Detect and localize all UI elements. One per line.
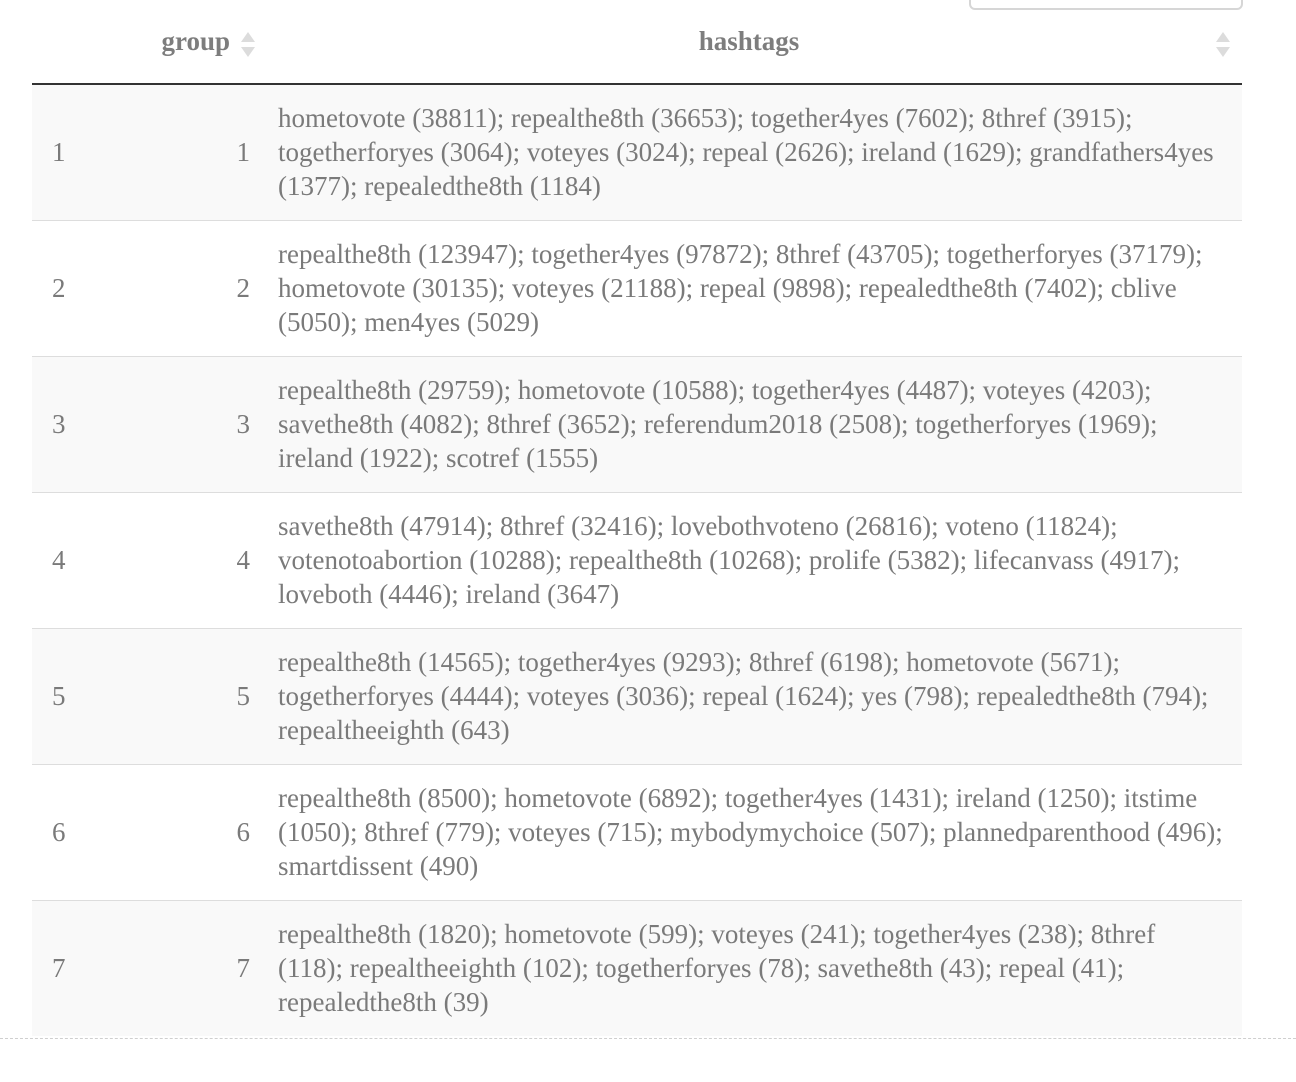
row-index-cell: 7 — [52, 953, 66, 984]
group-cell: 7 — [236, 953, 251, 984]
hashtags-cell: savethe8th (47914); 8thref (32416); love… — [256, 492, 1242, 629]
table-row: 2 2 repealthe8th (123947); together4yes … — [32, 220, 1242, 357]
hashtags-cell: repealthe8th (1820); hometovote (599); v… — [278, 919, 1156, 1018]
table-row: 3 3 repealthe8th (29759); hometovote (10… — [32, 356, 1242, 493]
page-divider — [0, 1038, 1296, 1039]
row-index-cell: 5 — [32, 628, 124, 765]
column-header-group[interactable]: group — [124, 0, 256, 85]
row-index-cell: 2 — [32, 220, 124, 357]
hashtags-cell: repealthe8th (29759); hometovote (10588)… — [256, 356, 1242, 493]
table-header-row: group hashtags — [32, 0, 1242, 85]
table-row: 7 7 repealthe8th (1820); hometovote (599… — [32, 900, 1242, 1036]
row-index-cell: 4 — [32, 492, 124, 629]
row-index-cell: 6 — [32, 764, 124, 901]
group-cell: 3 — [124, 356, 256, 493]
sort-icon[interactable] — [1216, 31, 1230, 61]
column-header-group-label: group — [161, 26, 230, 56]
hashtags-table: group hashtags 1 1 hometovote (38811); r… — [32, 0, 1242, 1036]
group-cell: 2 — [124, 220, 256, 357]
data-table-container: group hashtags 1 1 hometovote (38811); r… — [32, 0, 1242, 1036]
column-header-hashtags[interactable]: hashtags — [256, 0, 1242, 85]
column-header-index — [32, 0, 124, 85]
group-cell: 6 — [124, 764, 256, 901]
group-cell: 5 — [124, 628, 256, 765]
table-row: 6 6 repealthe8th (8500); hometovote (689… — [32, 764, 1242, 901]
row-index-cell: 3 — [32, 356, 124, 493]
hashtags-cell: repealthe8th (123947); together4yes (978… — [256, 220, 1242, 357]
hashtags-cell: repealthe8th (14565); together4yes (9293… — [256, 628, 1242, 765]
table-row: 1 1 hometovote (38811); repealthe8th (36… — [32, 84, 1242, 221]
group-cell: 4 — [124, 492, 256, 629]
table-row: 4 4 savethe8th (47914); 8thref (32416); … — [32, 492, 1242, 629]
table-row: 5 5 repealthe8th (14565); together4yes (… — [32, 628, 1242, 765]
row-index-cell: 1 — [32, 84, 124, 221]
column-header-hashtags-label: hashtags — [698, 26, 800, 56]
sort-icon[interactable] — [241, 31, 255, 61]
group-cell: 1 — [124, 84, 256, 221]
hashtags-cell: hometovote (38811); repealthe8th (36653)… — [256, 84, 1242, 221]
hashtags-cell: repealthe8th (8500); hometovote (6892); … — [256, 764, 1242, 901]
